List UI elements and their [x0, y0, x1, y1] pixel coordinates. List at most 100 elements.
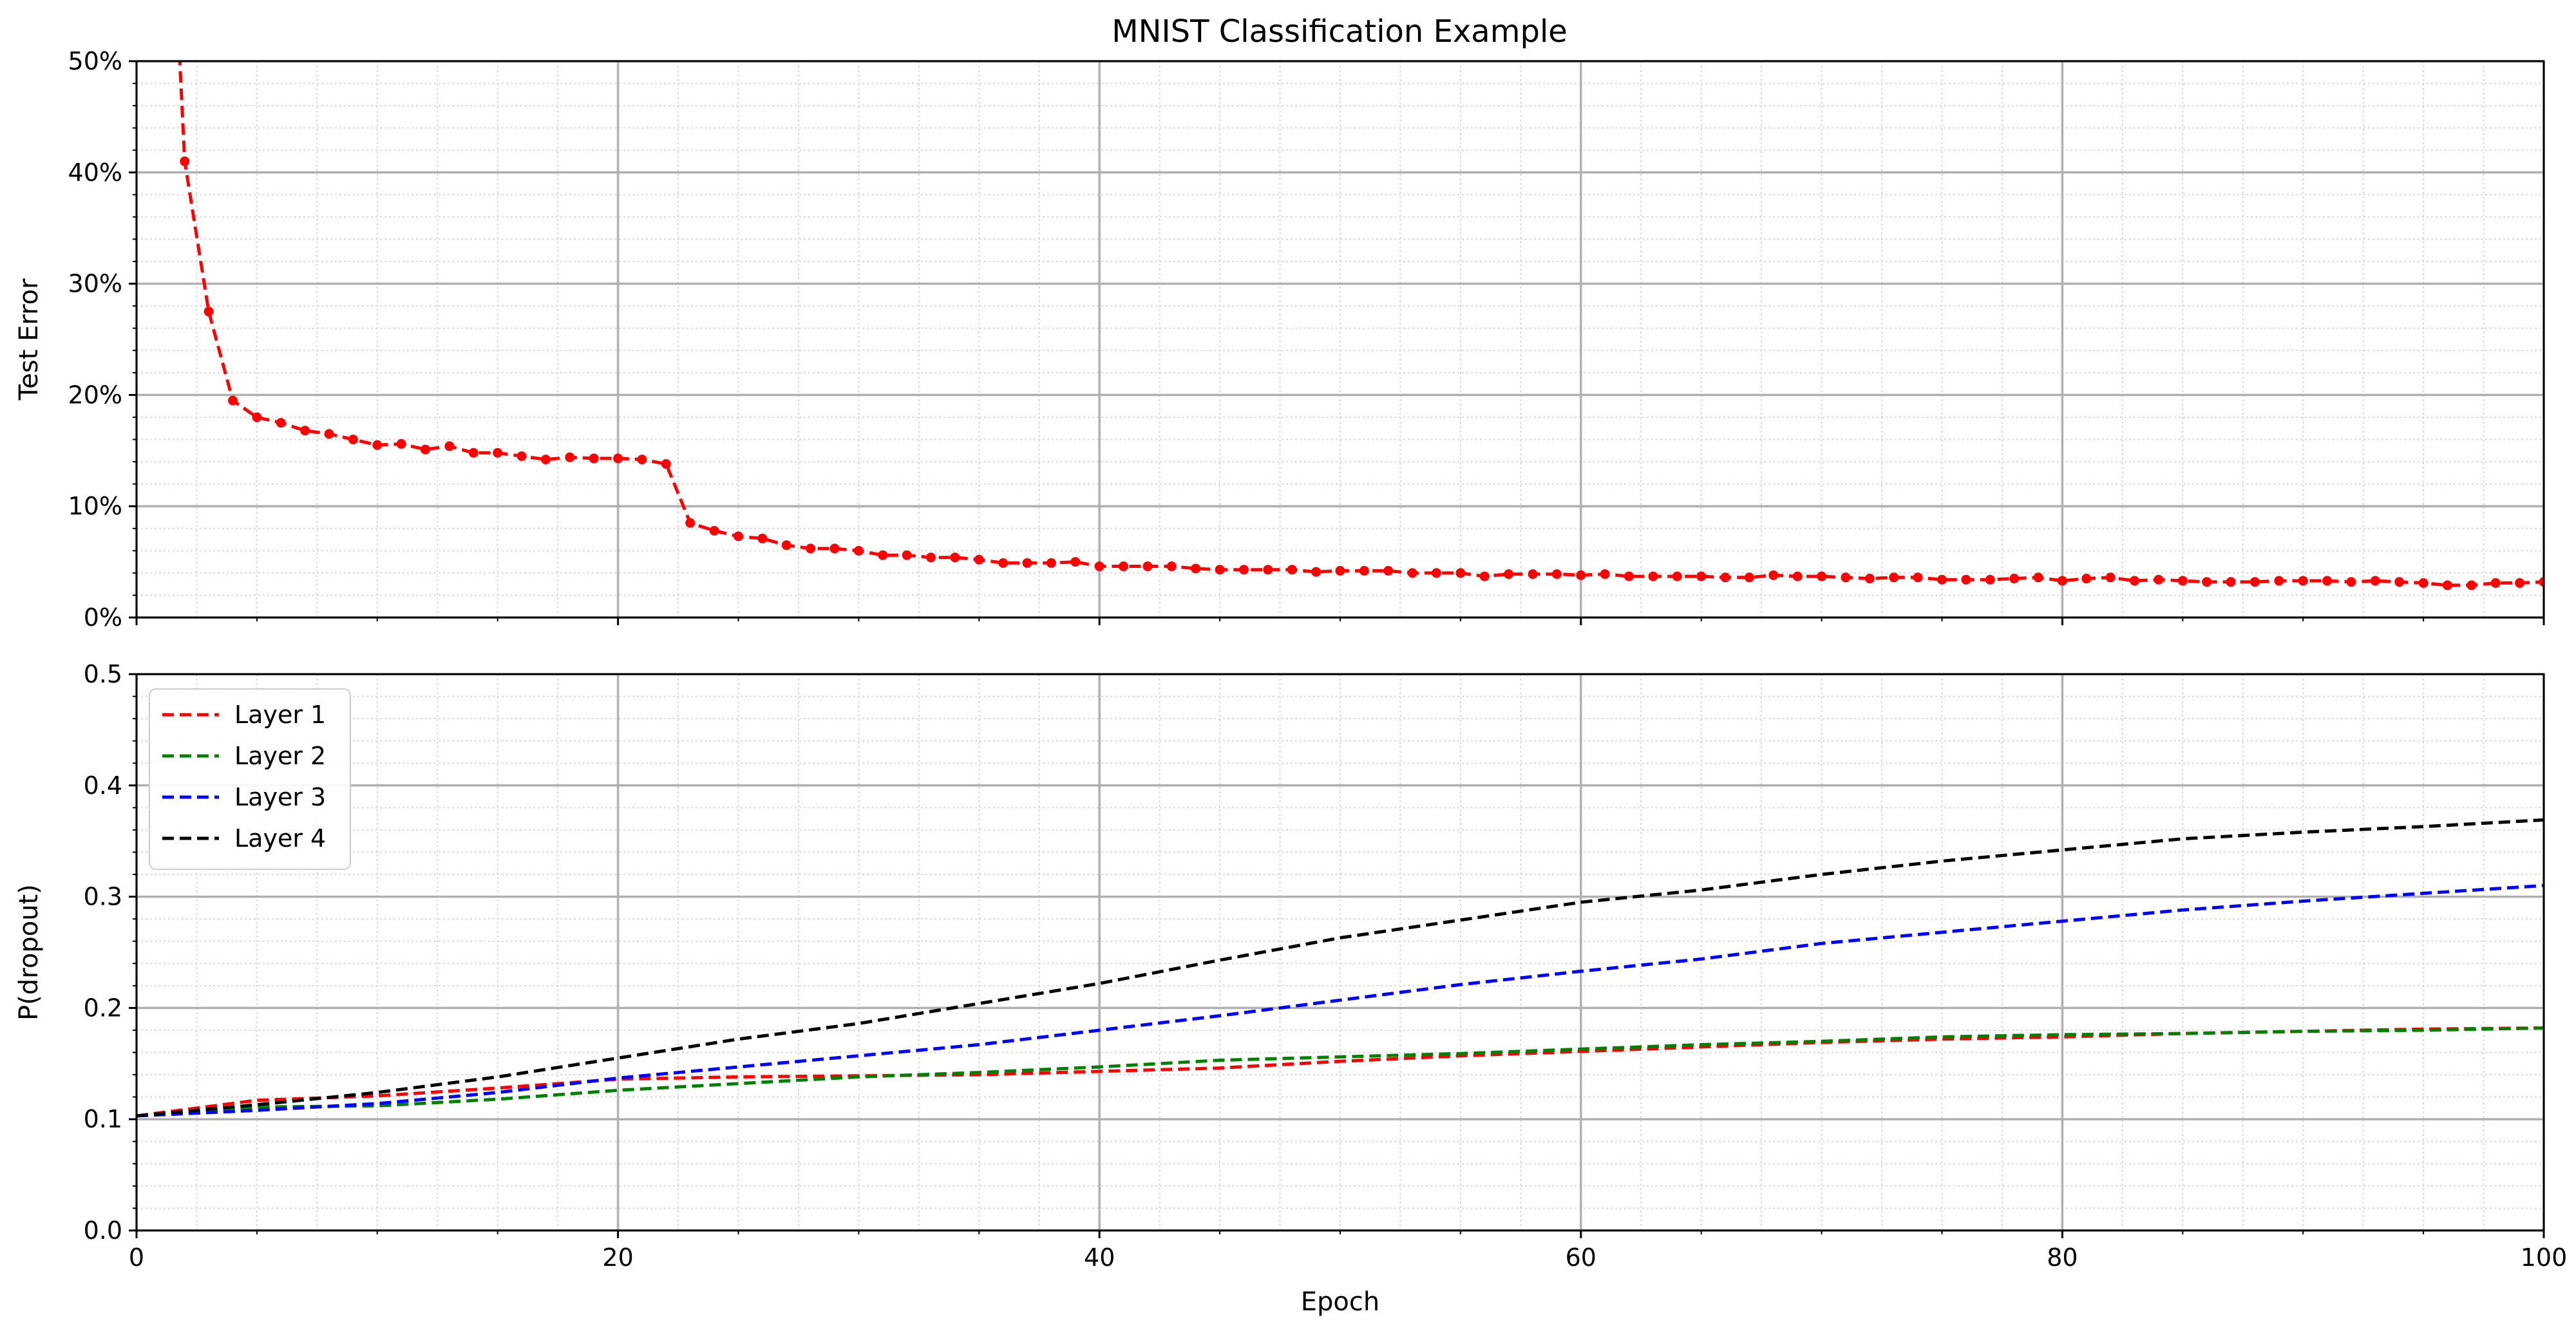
data-point [1696, 571, 1707, 581]
data-point [757, 533, 768, 543]
test-error-plot: 0% 10% 20% 30% 40% 50% Test Error [14, 47, 2545, 632]
y-tick-label: 0.0 [84, 1216, 122, 1245]
data-point [228, 395, 238, 406]
data-point [2057, 576, 2067, 586]
y-tick-label: 50% [68, 47, 122, 75]
data-point [1191, 563, 1201, 574]
legend-frame [149, 688, 351, 870]
y-tick-label: 10% [68, 492, 122, 520]
data-point [709, 525, 719, 536]
series-line-layer-3 [137, 883, 2544, 1118]
legend-label: Layer 3 [234, 783, 326, 811]
data-point [1383, 565, 1394, 576]
axis-ticks: 0.0 0.1 0.2 0.3 0.4 0.5 0 20 40 60 80 100 [84, 660, 2568, 1272]
data-point [493, 448, 503, 458]
data-point [2346, 577, 2356, 587]
data-point [1070, 557, 1081, 567]
data-point [2539, 577, 2544, 587]
y-tick-label: 30% [68, 270, 122, 298]
y-tick-label: 0.2 [84, 994, 122, 1022]
data-point [1672, 571, 1682, 581]
data-point [2033, 572, 2043, 583]
chart-title: MNIST Classification Example [1112, 14, 1567, 50]
data-point [1889, 572, 1899, 583]
data-point [1841, 572, 1851, 583]
data-point [1046, 558, 1056, 568]
data-point [444, 441, 455, 451]
data-point [1576, 570, 1586, 580]
data-point [1768, 570, 1779, 580]
y-tick-label: 0.1 [84, 1105, 122, 1133]
data-point [540, 455, 551, 465]
data-point [468, 448, 478, 458]
data-point [2370, 576, 2380, 586]
data-point [2009, 574, 2020, 584]
y-axis-label: Test Error [14, 278, 44, 401]
data-point [2177, 576, 2188, 586]
legend-label: Layer 4 [234, 824, 326, 853]
data-point [1528, 569, 1538, 580]
data-point [565, 452, 575, 462]
data-point [1263, 565, 1273, 575]
data-point [1504, 569, 1514, 580]
series-layer [137, 818, 2544, 1118]
legend-label: Layer 1 [234, 701, 326, 729]
data-point [1600, 569, 1610, 580]
data-point [2249, 577, 2260, 587]
data-point [661, 459, 671, 469]
data-point [324, 429, 334, 439]
data-point [1479, 571, 1490, 581]
data-point [2467, 580, 2477, 590]
data-point [2322, 576, 2333, 586]
data-point [1287, 565, 1297, 575]
data-point [1648, 571, 1658, 581]
series-line-layer-2 [137, 1026, 2544, 1118]
data-point [252, 412, 262, 422]
data-point [1913, 572, 1923, 583]
data-point [1311, 567, 1321, 577]
data-point [1624, 571, 1634, 581]
y-tick-label: 0% [84, 603, 122, 632]
data-point [1215, 565, 1225, 575]
data-point [685, 518, 696, 528]
data-point [276, 418, 286, 428]
data-point [637, 455, 647, 465]
data-point [1720, 572, 1730, 583]
data-point [1551, 569, 1562, 580]
data-point [926, 552, 936, 563]
data-point [2202, 577, 2212, 587]
data-point [1407, 568, 1417, 578]
y-tick-label: 40% [68, 158, 122, 187]
data-point [180, 156, 190, 167]
x-tick-label: 20 [602, 1243, 633, 1272]
data-point [734, 531, 743, 542]
dropout-plot: 0.0 0.1 0.2 0.3 0.4 0.5 0 20 40 60 80 100 P(dropout… [14, 660, 2567, 1317]
data-point [829, 543, 840, 554]
data-point [878, 550, 888, 560]
data-point [204, 306, 214, 317]
data-point [1119, 561, 1129, 572]
series-line-layer-4 [137, 818, 2544, 1118]
data-point [421, 444, 431, 455]
data-point [1022, 558, 1032, 568]
data-point [1985, 574, 1995, 585]
x-axis-label: Epoch [1301, 1287, 1379, 1317]
series-line-test-error [178, 61, 2544, 587]
data-point [853, 545, 864, 556]
x-tick-label: 60 [1566, 1243, 1596, 1272]
data-point [1359, 565, 1369, 576]
y-axis-label: P(dropout) [14, 884, 44, 1021]
data-point [2130, 576, 2140, 586]
data-point [2154, 574, 2164, 585]
data-point [2274, 576, 2284, 586]
data-point [902, 550, 912, 560]
data-point [2394, 577, 2405, 587]
series-layer [178, 61, 2544, 590]
data-point [2442, 580, 2452, 590]
y-tick-label: 0.5 [84, 660, 122, 688]
data-point [2105, 572, 2116, 583]
data-point [300, 426, 310, 436]
data-point [2226, 577, 2236, 587]
data-point [1238, 565, 1249, 575]
